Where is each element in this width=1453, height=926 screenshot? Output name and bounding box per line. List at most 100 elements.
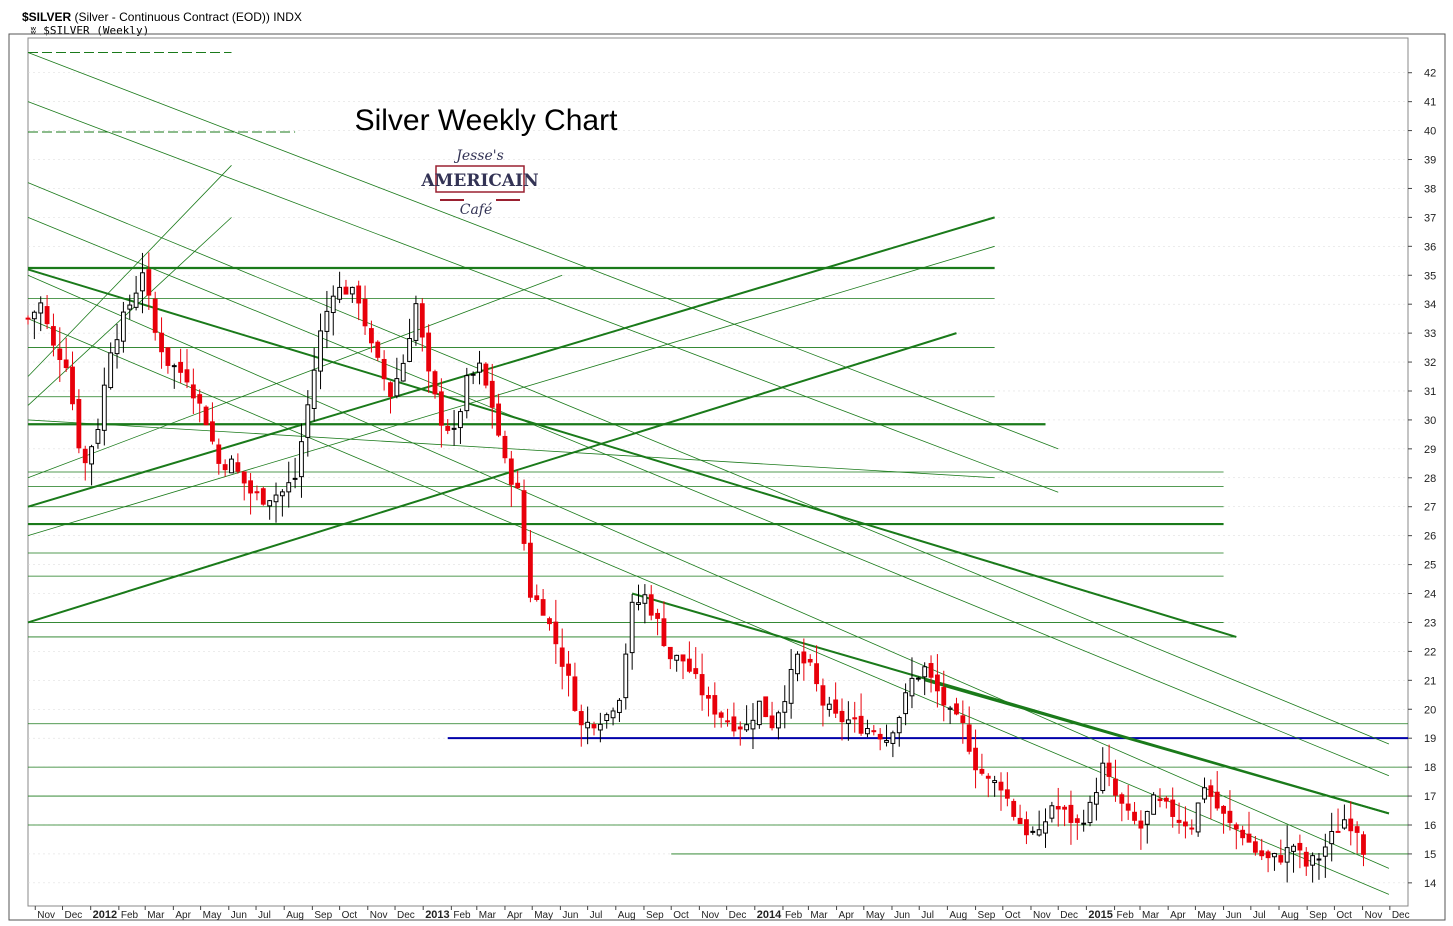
candle-body <box>1316 858 1322 861</box>
candle-body <box>782 701 788 713</box>
y-tick-label: 14 <box>1424 878 1436 890</box>
candle-body <box>725 720 730 723</box>
candle <box>388 381 393 414</box>
candle <box>934 654 940 708</box>
candle-body <box>1081 822 1087 825</box>
trendline <box>27 217 1390 777</box>
candle <box>820 678 826 727</box>
candle-body <box>394 378 400 397</box>
y-tick-label: 20 <box>1424 704 1436 716</box>
candle <box>998 772 1004 811</box>
candle <box>845 701 851 741</box>
candle <box>1361 831 1366 867</box>
candle <box>1049 801 1055 823</box>
y-axis: 14 15 16 17 18 19 20 21 22 23 24 25 26 27 28 29 30 31 32 33… <box>1408 68 1436 890</box>
candle <box>884 724 889 747</box>
candle <box>210 402 215 445</box>
candle <box>197 389 203 423</box>
candle-body <box>744 724 750 731</box>
candle <box>960 700 966 744</box>
candle <box>1291 843 1296 873</box>
x-tick-label: Feb <box>121 910 139 921</box>
candle-body <box>718 712 724 718</box>
candle-body <box>750 719 756 730</box>
chart-title: Silver Weekly Chart <box>355 104 619 137</box>
candle <box>992 775 998 797</box>
trendline <box>924 679 1390 815</box>
candle <box>413 295 419 346</box>
x-tick-label: Sep <box>314 910 332 921</box>
candle <box>909 657 915 709</box>
candle-body <box>559 647 565 667</box>
candle-body <box>464 375 470 412</box>
candle-body <box>127 304 133 310</box>
candle-body <box>1303 851 1309 867</box>
candle <box>140 252 145 314</box>
candle-body <box>1252 841 1258 853</box>
candle <box>597 712 603 743</box>
y-tick-label: 38 <box>1424 183 1436 195</box>
candle-body <box>178 361 184 373</box>
y-tick-label: 25 <box>1424 560 1436 572</box>
candle-body <box>521 490 527 544</box>
candle-body <box>884 740 889 743</box>
candle <box>547 616 552 631</box>
candle-body <box>210 421 215 442</box>
candle-body <box>496 403 502 436</box>
candle-body <box>1361 834 1366 855</box>
candle-body <box>960 715 966 723</box>
trendlines-layer <box>27 52 1390 895</box>
candle <box>750 703 756 750</box>
candle-body <box>973 747 978 771</box>
candle <box>1030 826 1036 835</box>
candle-body <box>1202 787 1207 800</box>
candles-layer <box>25 252 1366 883</box>
candle-body <box>1291 845 1296 852</box>
candle <box>222 459 228 477</box>
x-tick-label: May <box>866 910 885 921</box>
candle-body <box>1297 842 1303 851</box>
candle-body <box>597 723 603 731</box>
candle <box>1017 804 1023 825</box>
trendline <box>27 52 1059 450</box>
trendline <box>27 274 1390 869</box>
candle-body <box>1024 819 1029 836</box>
logo: Jesse's AMERICAIN Café <box>420 148 538 218</box>
candle-body <box>324 310 330 332</box>
candle <box>273 482 279 523</box>
candle-body <box>432 371 438 395</box>
candle-body <box>1106 762 1112 777</box>
outer-border <box>8 33 1446 921</box>
candle-body <box>89 446 95 465</box>
candle-body <box>712 695 718 715</box>
candle-body <box>279 491 285 497</box>
candle-body <box>171 365 177 368</box>
candle-body <box>1004 789 1010 799</box>
candle <box>896 715 902 747</box>
candle-body <box>57 348 63 361</box>
candle-body <box>1151 794 1157 815</box>
candle-body <box>222 464 228 471</box>
candle-body <box>190 384 196 399</box>
candle <box>1208 779 1214 820</box>
candle-body <box>1017 817 1023 825</box>
candle-body <box>591 724 597 729</box>
candle <box>1348 801 1354 846</box>
trendline <box>27 419 995 479</box>
candle-body <box>299 441 304 478</box>
candle <box>51 313 56 357</box>
candle-body <box>1233 824 1239 830</box>
candle-body <box>101 384 107 431</box>
candle-body <box>1132 811 1137 821</box>
candle <box>954 697 959 716</box>
candle <box>928 655 934 693</box>
candle <box>70 351 75 411</box>
logo-line1: Jesse's <box>453 148 504 164</box>
candle <box>858 693 864 736</box>
candle <box>553 599 559 664</box>
candle <box>1272 852 1277 871</box>
candle <box>578 704 584 747</box>
candle <box>1310 852 1316 883</box>
candle-body <box>1322 846 1328 857</box>
candle-body <box>693 668 699 675</box>
